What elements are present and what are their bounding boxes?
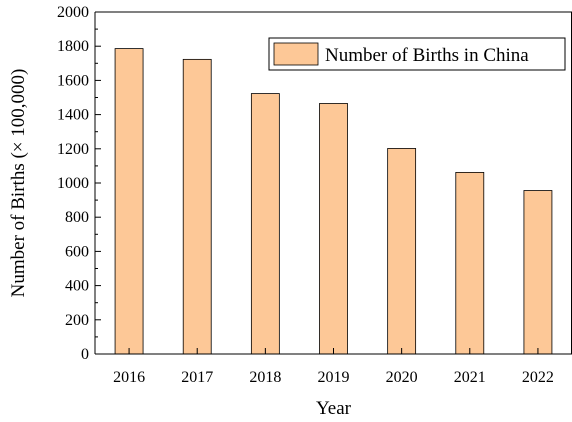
x-tick-label: 2019 xyxy=(318,369,350,386)
y-ticks-group: 0 200 400 600 800 1000 1200 1400 1600 1800 2000 xyxy=(57,4,101,363)
y-tick-label: 1000 xyxy=(57,175,89,192)
bar-2020 xyxy=(387,148,417,355)
x-tick-label: 2022 xyxy=(522,369,554,386)
legend: Number of Births in China xyxy=(268,37,566,71)
x-tick-label: 2016 xyxy=(113,369,145,386)
y-tick-label: 1800 xyxy=(57,38,89,55)
x-tick-label: 2020 xyxy=(386,369,418,386)
bar-2021 xyxy=(455,171,485,355)
legend-swatch xyxy=(273,42,319,66)
x-tick-label: 2018 xyxy=(249,369,281,386)
x-axis-title: Year xyxy=(316,398,352,419)
y-tick-label: 600 xyxy=(65,243,89,260)
y-tick-label: 0 xyxy=(81,346,89,363)
y-tick-label: 1400 xyxy=(57,107,89,124)
bar-2016 xyxy=(114,48,144,355)
legend-label: Number of Births in China xyxy=(325,45,529,66)
y-tick-label: 800 xyxy=(65,209,89,226)
bar-2018 xyxy=(250,93,280,355)
y-tick-label: 1200 xyxy=(57,141,89,158)
x-ticks-group: 2016 2017 2018 2019 2020 2021 2022 xyxy=(113,348,554,386)
x-tick-label: 2017 xyxy=(181,369,213,386)
y-axis-title: Number of Births (× 100,000) xyxy=(8,69,29,298)
bar-2017 xyxy=(182,58,212,355)
bars-group xyxy=(114,48,553,355)
y-tick-label: 200 xyxy=(65,312,89,329)
bar-2022 xyxy=(523,190,553,355)
x-tick-label: 2021 xyxy=(454,369,486,386)
y-tick-label: 2000 xyxy=(57,4,89,21)
bar-2019 xyxy=(319,103,348,355)
y-tick-label: 400 xyxy=(65,278,89,295)
y-tick-label: 1600 xyxy=(57,72,89,89)
